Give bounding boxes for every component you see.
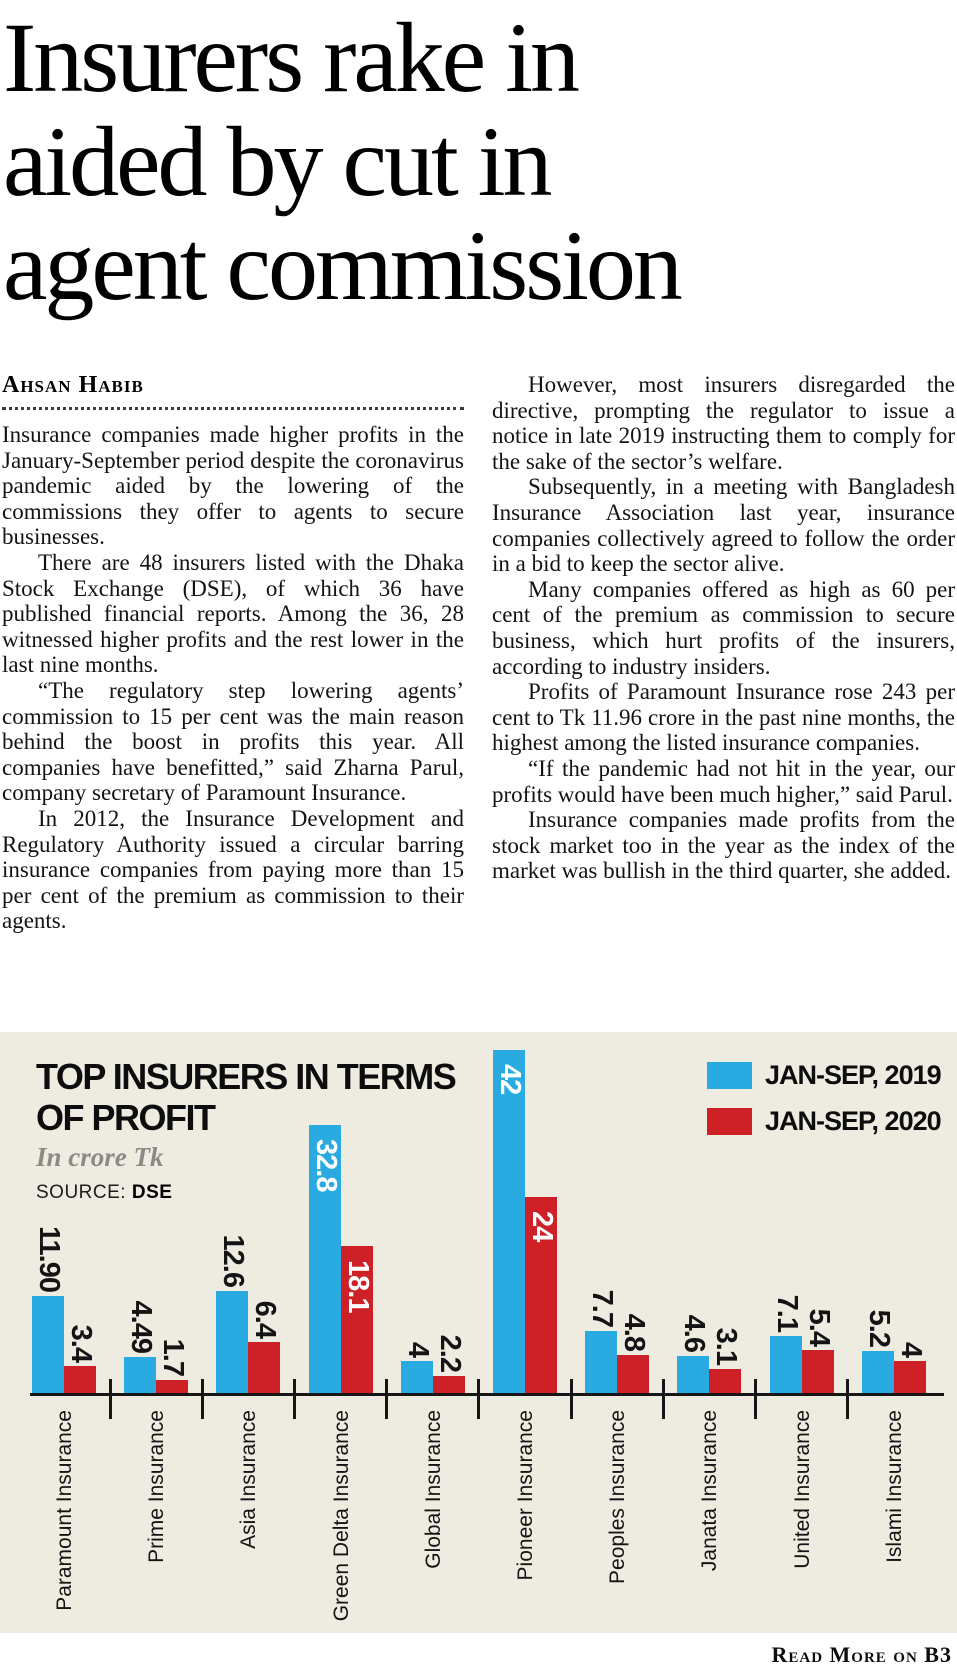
- article-column-left: Ahsan Habib Insurance companies made hig…: [2, 372, 464, 934]
- bar-value-label: 2.2: [433, 1334, 466, 1372]
- headline-line-1: Insurers rake in: [3, 2, 580, 113]
- category-label-global-insurance: Global Insurance: [421, 1410, 445, 1569]
- bar-2020-global-insurance: [432, 1376, 465, 1394]
- chart-panel: TOP INSURERS IN TERMS OF PROFIT In crore…: [0, 1032, 957, 1633]
- category-label-islami-insurance: Islami Insurance: [882, 1410, 906, 1563]
- bar-value-label: 4.8: [618, 1313, 651, 1351]
- byline: Ahsan Habib: [2, 372, 144, 398]
- axis-tick: [569, 1379, 573, 1419]
- category-label-peoples-insurance: Peoples Insurance: [606, 1410, 630, 1584]
- chart-x-axis: [30, 1393, 944, 1396]
- legend-item-2020: JAN-SEP, 2020: [707, 1106, 942, 1137]
- axis-tick: [477, 1379, 481, 1419]
- category-label-asia-insurance: Asia Insurance: [237, 1410, 261, 1549]
- chart-title: TOP INSURERS IN TERMS OF PROFIT: [36, 1056, 457, 1138]
- bar-value-label: 24: [526, 1211, 558, 1242]
- category-label-green-delta-insurance: Green Delta Insurance: [329, 1410, 353, 1622]
- article-paragraph: However, most insurers disregarded the d…: [492, 372, 955, 474]
- left-paragraphs: Insurance companies made higher profits …: [2, 422, 464, 934]
- bar-2019-paramount-insurance: [32, 1296, 64, 1394]
- article-paragraph: Subsequently, in a meeting with Banglade…: [492, 474, 955, 577]
- bar-2020-united-insurance: [801, 1350, 834, 1394]
- bar-value-label: 4.49: [125, 1300, 158, 1353]
- article-paragraph: Insurance companies made profits from th…: [492, 807, 955, 884]
- chart-unit-label: In crore Tk: [36, 1142, 164, 1172]
- category-label-pioneer-insurance: Pioneer Insurance: [514, 1410, 537, 1581]
- bar-value-label: 42: [494, 1064, 526, 1095]
- byline-dotted-rule: [2, 406, 464, 410]
- bar-2020-islami-insurance: [893, 1361, 926, 1394]
- bar-value-label: 3.4: [65, 1324, 97, 1362]
- bar-2019-pioneer-insurance: [493, 1050, 525, 1394]
- article-headline: Insurers rake in aided by cut in agent c…: [3, 6, 953, 318]
- article-paragraph: “If the pandemic had not hit in the year…: [492, 755, 955, 807]
- bar-2020-green-delta-insurance: [340, 1246, 373, 1394]
- bar-2019-asia-insurance: [216, 1291, 249, 1394]
- bar-value-label: 32.8: [309, 1139, 342, 1192]
- bar-2020-pioneer-insurance: [525, 1197, 557, 1394]
- legend-item-2019: JAN-SEP, 2019: [707, 1060, 942, 1091]
- bar-value-label: 4.6: [678, 1314, 711, 1352]
- bar-value-label: 7.1: [770, 1294, 803, 1332]
- bar-value-label: 1.7: [157, 1338, 190, 1376]
- bar-2019-global-insurance: [400, 1361, 433, 1394]
- article-paragraph: There are 48 insurers listed with the Dh…: [2, 549, 464, 678]
- bar-2020-paramount-insurance: [64, 1366, 96, 1394]
- legend-label-2019: JAN-SEP, 2019: [765, 1060, 942, 1090]
- axis-tick: [108, 1379, 112, 1419]
- axis-tick: [754, 1379, 757, 1419]
- axis-tick: [661, 1379, 665, 1419]
- legend-label-2020: JAN-SEP, 2020: [765, 1106, 942, 1136]
- article-paragraph: Profits of Paramount Insurance rose 243 …: [492, 679, 955, 756]
- article-paragraph: “The regulatory step lowering agents’ co…: [2, 677, 464, 806]
- headline-line-2: aided by cut in: [3, 106, 553, 217]
- bar-2020-janata-insurance: [709, 1369, 742, 1394]
- chart-source-value: DSE: [131, 1182, 173, 1203]
- category-label-paramount-insurance: Paramount Insurance: [53, 1410, 76, 1611]
- bar-value-label: 3.1: [710, 1327, 743, 1365]
- chart-source: SOURCE: DSE: [36, 1182, 172, 1204]
- axis-tick: [200, 1379, 204, 1419]
- bar-value-label: 12.6: [217, 1234, 250, 1287]
- article-column-right: However, most insurers disregarded the d…: [492, 372, 955, 884]
- category-label-united-insurance: United Insurance: [790, 1410, 814, 1569]
- bar-2019-prime-insurance: [124, 1357, 157, 1394]
- bar-2020-prime-insurance: [156, 1380, 189, 1394]
- article-paragraph: In 2012, the Insurance Development and R…: [2, 805, 464, 934]
- axis-tick: [846, 1379, 850, 1419]
- bar-value-label: 11.90: [33, 1226, 65, 1292]
- bar-2019-janata-insurance: [677, 1356, 710, 1394]
- axis-tick: [293, 1379, 296, 1419]
- chart-title-line-1: TOP INSURERS IN TERMS: [36, 1056, 457, 1097]
- right-paragraphs: However, most insurers disregarded the d…: [492, 372, 955, 884]
- axis-tick: [385, 1379, 389, 1419]
- chart-legend: JAN-SEP, 2019 JAN-SEP, 2020: [707, 1060, 942, 1152]
- legend-swatch-2020: [707, 1108, 752, 1135]
- headline-line-3: agent commission: [3, 210, 683, 321]
- bar-2020-peoples-insurance: [617, 1355, 650, 1394]
- bar-value-label: 5.4: [802, 1308, 835, 1346]
- bar-2019-green-delta-insurance: [308, 1125, 341, 1394]
- article-paragraph: Insurance companies made higher profits …: [2, 422, 464, 550]
- bar-value-label: 4: [894, 1341, 927, 1357]
- bar-value-label: 4: [401, 1341, 434, 1357]
- chart-title-line-2: OF PROFIT: [36, 1097, 216, 1138]
- bar-2019-islami-insurance: [861, 1351, 894, 1394]
- bar-value-label: 5.2: [862, 1309, 895, 1347]
- article-paragraph: Many companies offered as high as 60 per…: [492, 576, 955, 679]
- bar-2020-asia-insurance: [248, 1342, 281, 1394]
- legend-swatch-2019: [707, 1062, 752, 1089]
- category-label-prime-insurance: Prime Insurance: [145, 1410, 169, 1563]
- chart-source-label: SOURCE:: [36, 1182, 127, 1203]
- bar-value-label: 6.4: [249, 1300, 282, 1338]
- bar-2019-united-insurance: [769, 1336, 802, 1394]
- bar-value-label: 7.7: [586, 1289, 619, 1327]
- category-label-janata-insurance: Janata Insurance: [698, 1410, 722, 1572]
- bar-2019-peoples-insurance: [585, 1331, 618, 1394]
- read-more-footer: Read More on B3: [771, 1642, 952, 1667]
